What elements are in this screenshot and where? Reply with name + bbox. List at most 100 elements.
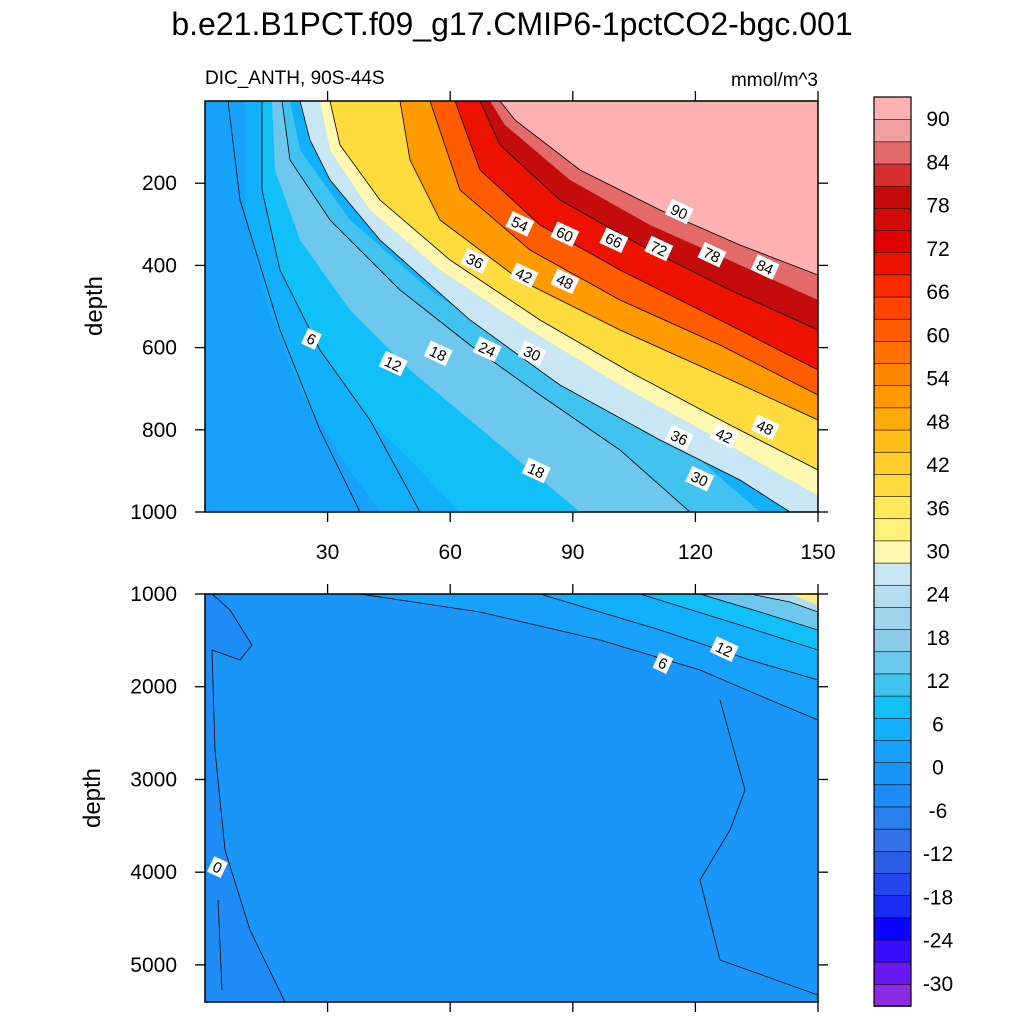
contour-label-box (664, 424, 694, 451)
colorbar-label: -30 (923, 973, 953, 996)
colorbar-swatch (873, 917, 912, 941)
colorbar-swatch (873, 451, 912, 475)
contour-label: 30 (517, 340, 547, 367)
colorbar-swatch (873, 429, 912, 453)
colorbar-swatch (873, 562, 912, 586)
y-tick-label: 200 (142, 172, 177, 195)
colorbar-swatch (873, 939, 912, 963)
upper-y-axis: 200 400 600 800 1000 (130, 172, 828, 524)
x-tick-label: 120 (678, 541, 713, 564)
colorbar: 908478726660544842363024181260-6-12-18-2… (873, 96, 954, 1007)
contour-label-box (509, 262, 539, 288)
colorbar-swatch (873, 961, 912, 985)
colorbar-label: 54 (926, 368, 950, 391)
contour-label-box (472, 336, 502, 362)
colorbar-swatch (873, 606, 912, 630)
contour-label-text: 48 (553, 271, 575, 293)
contour-label: 30 (685, 465, 715, 492)
lower-panel: 6 12 0 1000 2000 3000 4000 5000 depth (79, 583, 828, 1003)
contour-label-text: 66 (602, 230, 624, 252)
colorbar-label: 24 (926, 584, 950, 607)
y-tick-label: 1000 (130, 583, 177, 606)
lower-y-label: depth (79, 768, 106, 828)
contour-label: 60 (550, 221, 580, 247)
contour-label: 6 (301, 328, 322, 350)
x-axis: 30 60 90 120 150 (316, 91, 836, 1012)
colorbar-swatch (873, 850, 912, 874)
contour-label: 84 (750, 254, 780, 280)
y-tick-label: 1000 (130, 501, 177, 524)
contour-label: 48 (750, 414, 780, 441)
contour-label: 78 (697, 241, 727, 268)
contour-label-text: 90 (668, 201, 690, 223)
contour-label-box (652, 652, 674, 674)
contour-label-text: 60 (553, 224, 575, 246)
contour-label: 48 (550, 268, 580, 295)
colorbar-swatch (873, 584, 912, 608)
colorbar-swatch (873, 495, 912, 520)
colorbar-swatch (873, 806, 912, 830)
contour-label-text: 84 (754, 257, 776, 279)
colorbar-swatch (873, 407, 912, 431)
upper-field (205, 101, 818, 512)
contour-label: 90 (664, 198, 694, 225)
colorbar-label: -24 (923, 930, 954, 953)
colorbar-label: 60 (926, 324, 949, 347)
colorbar-swatch (873, 118, 912, 143)
contour-label-box (460, 248, 490, 274)
contour-label-box (750, 254, 780, 280)
upper-contours (227, 101, 818, 512)
colorbar-swatch (873, 362, 912, 387)
colorbar-swatch (873, 828, 912, 852)
contour-label: 36 (460, 248, 490, 274)
colorbar-swatch (873, 739, 912, 763)
contour-label-box (685, 465, 715, 492)
upper-contour-labels: 6 12 18 24 30 36 42 48 54 60 66 72 78 84 90 36 42 48 18 30 (301, 198, 780, 492)
colorbar-swatch (873, 207, 912, 231)
y-tick-label: 3000 (130, 768, 177, 791)
contour-label-box (550, 268, 580, 295)
y-tick-label: 4000 (130, 861, 177, 884)
contour-label-text: 12 (713, 639, 735, 661)
colorbar-label: 78 (926, 195, 949, 218)
colorbar-swatch (873, 163, 912, 187)
x-tick-label: 150 (800, 541, 835, 564)
contour-label-box (697, 241, 727, 268)
contour-label-text: 18 (525, 460, 547, 482)
lower-contours (211, 594, 818, 1002)
colorbar-swatch (873, 141, 912, 165)
colorbar-swatch (873, 296, 912, 320)
contour-label: 12 (378, 350, 408, 377)
colorbar-swatch (873, 274, 912, 298)
colorbar-swatch (873, 318, 912, 342)
contour-label: 24 (472, 336, 502, 362)
colorbar-label: 18 (926, 627, 949, 650)
lower-field (205, 594, 818, 1002)
colorbar-label: 72 (926, 238, 949, 261)
colorbar-label: 48 (926, 411, 949, 434)
contour-label: 18 (423, 340, 453, 367)
contour-label-box (301, 328, 322, 350)
y-tick-label: 2000 (130, 676, 177, 699)
contour-label: 0 (207, 856, 228, 878)
colorbar-swatch (873, 695, 912, 719)
contour-label-box (750, 414, 780, 441)
colorbar-swatch (873, 384, 912, 409)
colorbar-swatch (873, 229, 912, 253)
contour-label-box (505, 211, 535, 237)
contour-label-box (517, 340, 547, 367)
contour-label-box (521, 457, 551, 484)
colorbar-label: -12 (923, 843, 953, 866)
contour-label-box (599, 227, 629, 254)
contour-label-text: 36 (463, 251, 485, 273)
colorbar-swatch (873, 628, 912, 653)
units-label: mmol/m^3 (731, 70, 818, 91)
contour-label: 6 (652, 652, 674, 674)
colorbar-label: 0 (932, 757, 944, 780)
contour-label-text: 12 (382, 353, 404, 375)
contour-label: 36 (664, 424, 694, 451)
colorbar-label: 84 (926, 151, 950, 174)
colorbar-frame (873, 96, 912, 1007)
upper-frame (204, 100, 819, 513)
